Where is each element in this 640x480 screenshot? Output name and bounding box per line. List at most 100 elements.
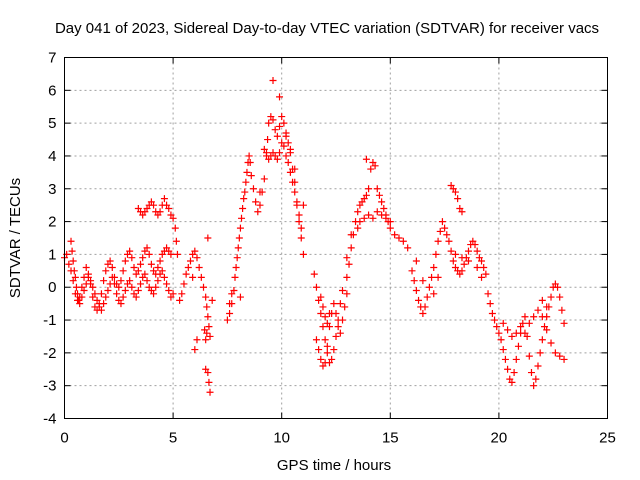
- data-point: [378, 198, 386, 206]
- data-point: [147, 260, 155, 268]
- data-point: [119, 267, 127, 275]
- data-point: [139, 254, 147, 262]
- data-point: [200, 283, 208, 291]
- x-tick-label: 5: [169, 430, 177, 447]
- data-point: [495, 329, 503, 337]
- data-point: [235, 234, 243, 242]
- data-point: [330, 346, 338, 354]
- data-point: [291, 165, 299, 173]
- data-point: [454, 195, 462, 203]
- data-point: [243, 168, 251, 176]
- data-point: [238, 214, 246, 222]
- data-point: [415, 296, 423, 304]
- data-point: [299, 250, 307, 258]
- data-point: [269, 76, 277, 84]
- data-point: [297, 224, 305, 232]
- series-track-e: [223, 76, 307, 324]
- data-point: [165, 287, 173, 295]
- y-tick-label: -2: [43, 345, 56, 362]
- data-point: [430, 290, 438, 298]
- data-point: [486, 300, 494, 308]
- data-point: [532, 375, 540, 383]
- data-point: [93, 296, 101, 304]
- data-point: [473, 264, 481, 272]
- data-point: [295, 211, 303, 219]
- data-point: [82, 280, 90, 288]
- data-point: [391, 231, 399, 239]
- data-point: [323, 319, 331, 327]
- data-point: [245, 152, 253, 160]
- data-point: [239, 204, 247, 212]
- data-point: [143, 244, 151, 252]
- data-point: [484, 290, 492, 298]
- y-tick-label: 1: [48, 246, 56, 263]
- data-point: [321, 336, 329, 344]
- data-point: [436, 227, 444, 235]
- data-point: [104, 287, 112, 295]
- data-point: [276, 122, 284, 130]
- data-point: [504, 326, 512, 334]
- data-point: [386, 218, 394, 226]
- data-point: [560, 319, 568, 327]
- data-point: [332, 332, 340, 340]
- data-point: [193, 336, 201, 344]
- data-point: [233, 254, 241, 262]
- data-point: [395, 234, 403, 242]
- data-point: [512, 329, 520, 337]
- data-point: [421, 303, 429, 311]
- data-point: [360, 214, 368, 222]
- x-tick-label: 10: [273, 430, 290, 447]
- data-point: [228, 290, 236, 298]
- data-point: [204, 313, 212, 321]
- grid: [64, 57, 608, 419]
- data-point: [126, 247, 134, 255]
- data-point: [65, 260, 73, 268]
- data-point: [434, 273, 442, 281]
- data-point: [560, 355, 568, 363]
- data-point: [226, 309, 234, 317]
- data-point: [438, 218, 446, 226]
- data-point: [143, 277, 151, 285]
- data-point: [278, 113, 286, 121]
- data-point: [71, 273, 79, 281]
- data-point: [480, 264, 488, 272]
- data-point: [205, 323, 213, 331]
- y-tick-label: -3: [43, 378, 56, 395]
- data-point: [97, 306, 105, 314]
- x-tick-label: 0: [60, 430, 68, 447]
- data-point: [264, 136, 272, 144]
- data-point: [328, 355, 336, 363]
- x-tick-label: 15: [382, 430, 399, 447]
- data-point: [325, 309, 333, 317]
- data-point: [256, 188, 264, 196]
- data-point: [242, 178, 250, 186]
- data-point: [236, 224, 244, 232]
- data-point: [74, 290, 82, 298]
- data-point: [128, 254, 136, 262]
- data-point: [276, 93, 284, 101]
- data-point: [75, 296, 83, 304]
- data-point: [128, 283, 136, 291]
- data-point: [150, 290, 158, 298]
- data-point: [156, 257, 164, 265]
- data-point: [286, 145, 294, 153]
- data-point: [137, 280, 145, 288]
- data-point: [482, 270, 490, 278]
- data-point: [464, 257, 472, 265]
- data-point: [280, 142, 288, 150]
- data-point: [202, 293, 210, 301]
- data-point: [551, 349, 559, 357]
- data-point: [113, 290, 121, 298]
- x-axis-ticks: 0 5 10 15 20 25: [60, 57, 616, 447]
- data-point: [202, 365, 210, 373]
- y-tick-label: 4: [48, 148, 56, 165]
- data-point: [419, 309, 427, 317]
- data-point: [447, 247, 455, 255]
- data-point: [345, 260, 353, 268]
- data-point: [295, 218, 303, 226]
- data-point: [193, 254, 201, 262]
- data-point: [488, 309, 496, 317]
- data-point: [173, 250, 181, 258]
- data-point: [423, 293, 431, 301]
- data-point: [547, 339, 555, 347]
